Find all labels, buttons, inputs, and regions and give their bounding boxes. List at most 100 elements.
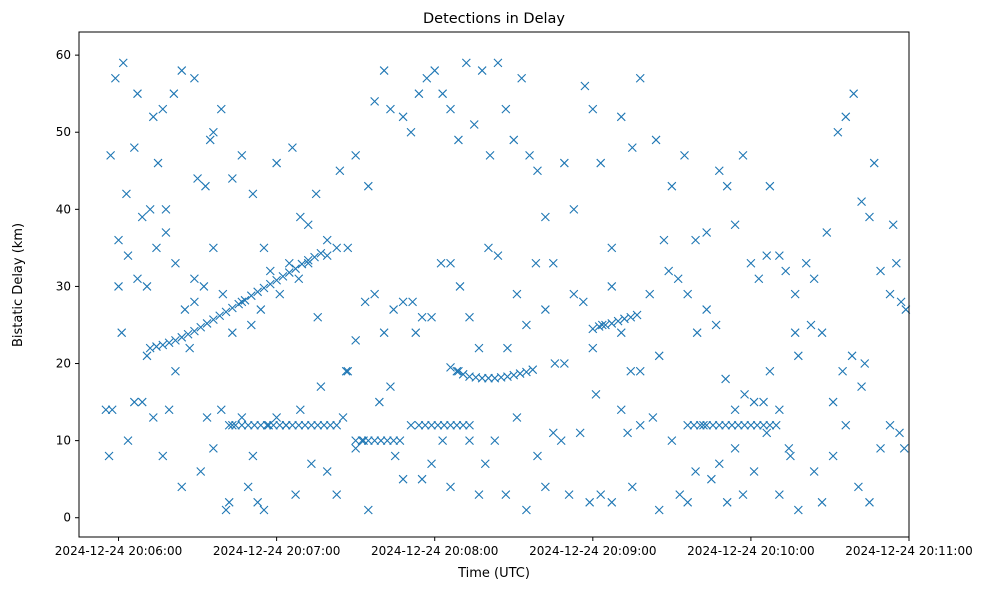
data-point <box>689 420 699 430</box>
data-point <box>332 243 342 253</box>
data-point <box>817 328 827 338</box>
data-point <box>801 258 811 268</box>
data-point <box>822 228 832 237</box>
data-point <box>250 420 259 430</box>
data-point <box>406 420 416 430</box>
data-point <box>786 451 795 461</box>
data-point <box>118 58 128 68</box>
data-point <box>550 359 560 368</box>
data-point <box>559 158 569 168</box>
data-point <box>790 289 800 299</box>
data-point <box>101 405 111 415</box>
data-point <box>465 436 474 446</box>
data-point <box>730 405 740 415</box>
data-point <box>427 312 436 322</box>
data-point <box>891 258 901 268</box>
data-point <box>616 112 626 122</box>
data-point <box>632 310 642 320</box>
data-point <box>433 420 443 430</box>
data-point <box>556 436 566 446</box>
data-point <box>533 451 542 461</box>
data-point <box>201 181 210 191</box>
data-point <box>386 104 395 114</box>
data-point <box>749 467 759 476</box>
data-point <box>193 174 202 183</box>
data-point <box>485 150 495 160</box>
data-point <box>114 235 123 245</box>
data-point <box>635 420 645 430</box>
data-point <box>857 197 866 207</box>
data-point <box>332 490 342 499</box>
data-point <box>838 366 847 376</box>
data-point <box>774 405 784 415</box>
data-point <box>754 274 764 284</box>
data-point <box>363 436 373 446</box>
data-point <box>248 189 258 199</box>
data-point <box>158 104 168 114</box>
data-point <box>591 389 601 399</box>
data-point <box>343 243 353 253</box>
data-point <box>673 274 683 284</box>
data-point <box>408 297 417 307</box>
data-point <box>517 73 527 83</box>
data-point <box>714 459 724 469</box>
data-point <box>569 289 579 299</box>
data-point <box>446 104 455 114</box>
data-point <box>414 420 424 430</box>
data-point <box>651 135 661 145</box>
data-point <box>702 420 712 430</box>
data-point <box>278 272 288 281</box>
y-tick-label: 50 <box>56 125 71 139</box>
data-point <box>509 135 519 145</box>
data-point <box>503 343 512 353</box>
data-point <box>860 359 870 368</box>
x-tick-label: 2024-12-24 20:11:00 <box>845 544 972 558</box>
data-point <box>316 382 326 392</box>
data-point <box>114 282 123 291</box>
data-point <box>295 212 305 222</box>
data-point <box>395 436 405 446</box>
data-point <box>616 405 626 415</box>
x-tick-label: 2024-12-24 20:10:00 <box>687 544 814 558</box>
data-point <box>390 451 400 461</box>
data-point <box>370 97 380 106</box>
data-point <box>216 405 226 415</box>
data-point <box>303 220 313 230</box>
data-point <box>341 366 351 376</box>
data-point <box>307 459 316 469</box>
data-point <box>313 312 323 322</box>
data-point <box>148 112 158 122</box>
data-point <box>202 319 212 328</box>
data-point <box>190 73 199 83</box>
data-point <box>759 420 768 430</box>
data-point <box>461 58 471 68</box>
data-point <box>137 397 147 407</box>
data-point <box>727 420 737 430</box>
data-point <box>190 326 199 336</box>
data-point <box>454 135 463 145</box>
data-point <box>177 482 187 492</box>
data-point <box>522 320 531 330</box>
data-point <box>284 268 294 277</box>
y-axis-ticks: 0 10 20 30 40 50 60 <box>56 48 79 525</box>
data-point <box>596 158 606 168</box>
y-tick-label: 30 <box>56 279 71 293</box>
data-point <box>231 420 240 430</box>
data-point <box>699 420 708 430</box>
data-point <box>275 420 285 430</box>
data-point <box>171 366 180 376</box>
data-point <box>876 266 885 276</box>
data-point <box>849 89 859 99</box>
data-point <box>152 243 161 253</box>
data-point <box>564 490 574 499</box>
data-point <box>454 366 463 376</box>
data-point <box>439 420 449 430</box>
data-point <box>224 420 234 430</box>
data-point <box>398 297 408 307</box>
data-point <box>307 420 316 430</box>
data-point <box>208 315 218 324</box>
data-point <box>183 329 193 339</box>
data-point <box>607 243 617 253</box>
data-point <box>253 497 263 507</box>
